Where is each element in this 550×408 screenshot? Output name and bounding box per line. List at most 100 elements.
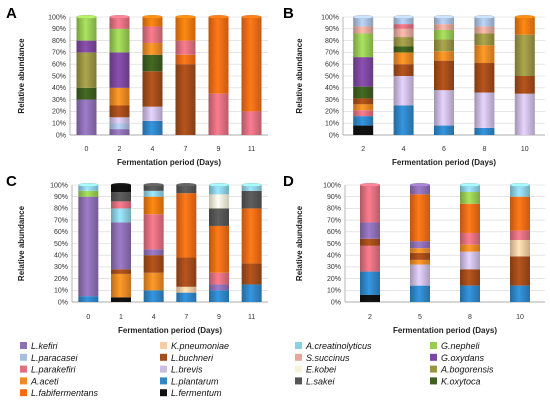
y-tick-label: 20%: [325, 109, 339, 116]
y-tick-label: 60%: [327, 229, 341, 236]
bar-segment: [434, 51, 454, 61]
bar-segment: [209, 185, 229, 195]
bar-segment: [474, 45, 495, 64]
bar-segment: [393, 37, 414, 47]
stacked-bar: [359, 183, 381, 302]
bar-segment: [241, 111, 262, 135]
legend-swatch: [295, 365, 302, 373]
bar-segment: [393, 64, 414, 76]
x-tick-label: 0: [86, 314, 90, 321]
bar-segment: [353, 110, 374, 117]
y-tick-label: 30%: [54, 264, 68, 271]
y-tick-label: 0%: [58, 299, 68, 306]
bar-segment: [410, 185, 430, 195]
bar-segment: [143, 290, 164, 302]
bar-cap: [459, 183, 481, 187]
y-tick-label: 50%: [54, 241, 68, 248]
legend-swatch: [20, 365, 27, 373]
y-tick-label: 80%: [54, 206, 68, 213]
x-tick-label: 4: [402, 146, 406, 153]
bar-segment: [241, 185, 262, 191]
panel-d: D 0% 10% 20% 30% 40% 50% 60% 70% 80% 90% 100% Relati…: [283, 173, 545, 335]
x-tick-label: 1: [119, 314, 123, 321]
bar-segment: [474, 17, 495, 27]
legend-label: L.paracasei: [31, 353, 79, 363]
legend-swatch: [20, 389, 27, 397]
y-tick-label: 80%: [327, 206, 341, 213]
bar-segment: [111, 185, 131, 193]
bar-segment: [78, 190, 99, 197]
stacked-bar: [143, 183, 164, 302]
bar-segment: [76, 99, 97, 135]
bar-segment: [209, 272, 229, 285]
legend-swatch: [160, 365, 167, 373]
stacked-bar: [241, 15, 262, 135]
y-tick-label: 60%: [54, 229, 68, 236]
bar-segment: [111, 269, 131, 274]
bar-cap: [393, 15, 414, 19]
bar-segment: [111, 297, 131, 302]
bar-segment: [410, 248, 430, 253]
y-tick-label: 80%: [52, 38, 66, 45]
bar-cap: [176, 183, 197, 187]
bar-segment: [510, 239, 530, 257]
stacked-bar: [208, 15, 229, 135]
legend-label: G.nepheli: [441, 341, 481, 351]
bar-segment: [109, 117, 130, 124]
legend: L.kefiri K.pneumoniae A.creatinolyticus G.n…: [20, 341, 494, 398]
x-tick-label: 2: [361, 146, 365, 153]
y-tick-label: 60%: [52, 62, 66, 69]
legend-label: L.plantarum: [171, 376, 219, 386]
bar-segment: [474, 92, 495, 128]
bar-cap: [208, 183, 230, 187]
y-tick-label: 40%: [325, 85, 339, 92]
bar-segment: [241, 263, 262, 285]
legend-label: K.oxytoca: [441, 376, 481, 386]
y-tick-label: 20%: [54, 276, 68, 283]
bar-segment: [353, 17, 374, 27]
bar-segment: [208, 93, 229, 135]
bar-segment: [142, 17, 163, 27]
stacked-bar: [208, 183, 230, 302]
x-axis-label: Fermentation period (Days): [393, 326, 497, 335]
bar-segment: [111, 273, 131, 298]
y-tick-label: 0%: [331, 299, 341, 306]
y-tick-label: 50%: [325, 73, 339, 80]
y-tick-label: 100%: [48, 14, 66, 21]
bar-segment: [109, 87, 130, 106]
bar-cap: [474, 15, 495, 19]
y-axis-label: Relative abundance: [17, 38, 26, 114]
bar-segment: [353, 57, 374, 87]
y-tick-label: 10%: [52, 121, 66, 128]
bar-segment: [460, 232, 480, 245]
y-tick-label: 40%: [327, 253, 341, 260]
stacked-bar: [241, 183, 262, 302]
bar-segment: [142, 42, 163, 55]
bar-segment: [460, 251, 480, 270]
stacked-bar: [78, 183, 99, 302]
y-tick-label: 30%: [52, 97, 66, 104]
bar-segment: [78, 196, 99, 297]
stacked-bar: [353, 15, 374, 135]
bar-segment: [142, 71, 163, 107]
bar-segment: [474, 33, 495, 46]
bar-segment: [514, 34, 535, 76]
bar-segment: [175, 64, 196, 135]
x-tick-label: 8: [482, 146, 486, 153]
legend-swatch: [295, 377, 302, 385]
bar-segment: [434, 125, 454, 135]
bar-segment: [209, 290, 229, 302]
stacked-bar: [76, 15, 97, 135]
bar-segment: [109, 52, 130, 88]
stacked-bar: [409, 183, 431, 302]
x-axis-label: Fermentation period (Days): [118, 326, 222, 335]
bar-segment: [510, 185, 530, 197]
bar-segment: [434, 90, 454, 126]
bar-cap: [143, 183, 164, 187]
legend-label: L.brevis: [171, 365, 203, 375]
legend-swatch: [430, 353, 437, 361]
bar-segment: [510, 196, 530, 231]
bar-segment: [460, 185, 480, 193]
bar-segment: [353, 86, 374, 99]
x-tick-label: 10: [521, 146, 529, 153]
